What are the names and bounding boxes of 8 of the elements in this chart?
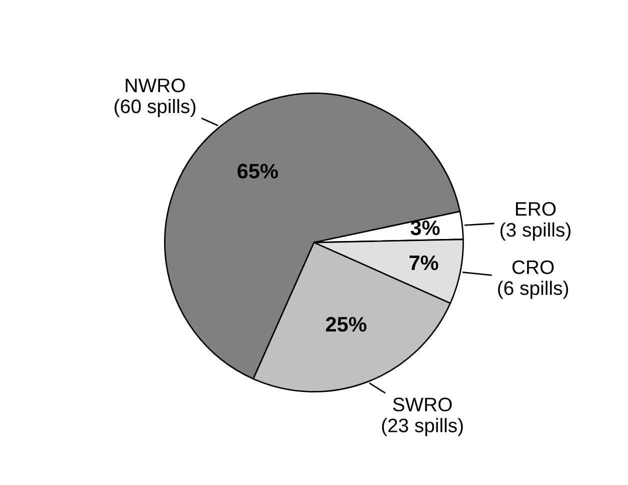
- slice-label: CRO (6 spills): [498, 260, 568, 299]
- data-label: 65%: [238, 164, 278, 179]
- slice-label: ERO (3 spills): [500, 202, 570, 241]
- data-label: 25%: [326, 316, 366, 332]
- slice-label: SWRO (23 spills): [382, 398, 463, 436]
- slice-label: NWRO (60 spills): [114, 78, 196, 118]
- data-label: 7%: [410, 256, 438, 270]
- data-label: 3%: [410, 220, 440, 236]
